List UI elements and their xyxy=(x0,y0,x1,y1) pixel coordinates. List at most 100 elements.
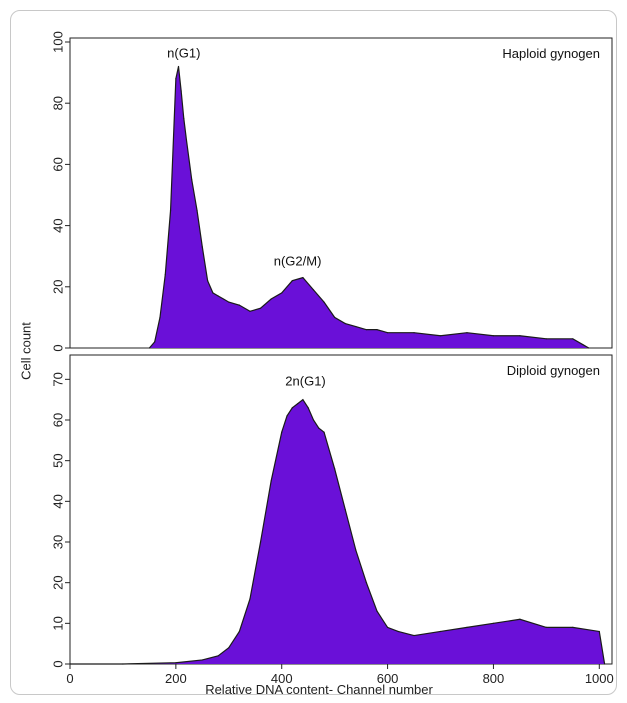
histogram-point xyxy=(259,307,262,309)
haploid-histogram-panel: 0 20 40 60 80 100 Haploid gynogen n(G1) n(G2/M) xyxy=(51,31,613,352)
y-tick-label: 0 xyxy=(51,344,66,351)
x-tick-label: 800 xyxy=(483,671,505,686)
histogram-point xyxy=(286,415,288,417)
histogram-point xyxy=(334,316,336,318)
histogram-point xyxy=(582,344,585,346)
y-tick-label: 100 xyxy=(51,31,66,53)
histogram-point xyxy=(519,618,521,620)
histogram-point xyxy=(296,403,299,405)
histogram-point xyxy=(598,630,600,633)
y-tick-label: 10 xyxy=(51,616,66,630)
histogram-point xyxy=(270,298,272,300)
histogram-point xyxy=(217,655,219,657)
y-tick-label: 80 xyxy=(51,96,66,110)
histogram-outline xyxy=(148,66,590,349)
histogram-point xyxy=(355,325,357,328)
histogram-point xyxy=(492,622,495,624)
y-tick-label: 50 xyxy=(51,453,66,467)
histogram-point xyxy=(323,301,325,303)
histogram-point xyxy=(238,630,240,633)
peak-annotation: n(G1) xyxy=(167,45,200,60)
x-tick-label: 400 xyxy=(271,671,293,686)
histogram-point xyxy=(222,298,225,300)
y-tick-label: 30 xyxy=(51,535,66,549)
y-tick-label: 60 xyxy=(51,157,66,171)
histogram-point xyxy=(228,301,230,303)
y-tick-label: 70 xyxy=(51,372,66,386)
x-axis-title: Relative DNA content- Channel number xyxy=(205,682,433,697)
histogram-point xyxy=(175,78,177,80)
histogram-point xyxy=(545,626,547,629)
histogram-point xyxy=(413,332,415,334)
histogram-point xyxy=(238,304,240,306)
peak-annotation: n(G2/M) xyxy=(274,254,322,269)
histogram-point xyxy=(355,549,357,551)
histogram-point xyxy=(312,419,315,421)
histogram-point xyxy=(259,541,262,543)
histogram-point xyxy=(201,659,203,661)
histogram-point xyxy=(344,508,346,511)
histogram-point xyxy=(603,663,606,665)
x-tick-label: 600 xyxy=(377,671,399,686)
histogram-point xyxy=(175,662,177,664)
histogram-fill xyxy=(70,399,605,664)
x-tick-label: 200 xyxy=(165,671,187,686)
histogram-point xyxy=(281,292,283,294)
histogram-point xyxy=(291,280,293,282)
histogram-point xyxy=(164,273,166,276)
histogram-point xyxy=(572,626,574,629)
histogram-point xyxy=(270,480,272,482)
histogram-point xyxy=(376,329,378,331)
histogram-point xyxy=(249,598,251,600)
histogram-point xyxy=(312,289,315,291)
histogram-point xyxy=(397,630,399,633)
x-tick-label: 1000 xyxy=(585,671,614,686)
histogram-point xyxy=(302,399,304,401)
y-tick-label: 40 xyxy=(51,218,66,232)
histogram-point xyxy=(413,634,415,637)
histogram-point xyxy=(365,329,368,331)
histogram-point xyxy=(281,431,283,433)
histogram-point xyxy=(466,332,468,334)
histogram-point xyxy=(545,338,547,340)
diploid-histogram-panel: 0 10 20 30 40 50 60 70 Diploid gynogen 2n(G1) xyxy=(51,354,613,668)
plot-frame xyxy=(69,37,613,349)
y-tick-label: 0 xyxy=(51,660,66,667)
y-axis-title: Cell count xyxy=(19,322,34,380)
histogram-point xyxy=(439,630,442,633)
histogram-point xyxy=(334,468,336,470)
histogram-point xyxy=(154,341,156,343)
histogram-point xyxy=(177,65,180,68)
histogram-point xyxy=(169,209,172,211)
panel-label: Diploid gynogen xyxy=(507,363,600,378)
histogram-point xyxy=(183,117,185,120)
histogram-point xyxy=(318,427,320,429)
histogram-point xyxy=(185,139,188,141)
histogram-point xyxy=(196,209,198,211)
histogram-point xyxy=(572,338,574,340)
histogram-point xyxy=(323,431,325,433)
histogram-point xyxy=(212,292,214,294)
histogram-point xyxy=(302,277,304,279)
y-tick-label: 20 xyxy=(51,280,66,294)
peak-annotation: 2n(G1) xyxy=(285,374,325,389)
y-tick-label: 40 xyxy=(51,494,66,508)
y-tick-label: 60 xyxy=(51,413,66,427)
histogram-point xyxy=(492,335,495,337)
histogram-point xyxy=(159,316,161,318)
histogram-point xyxy=(376,610,378,612)
histogram-point xyxy=(228,647,230,649)
histogram-point xyxy=(307,407,309,409)
x-tick-label: 0 xyxy=(66,671,73,686)
histogram-point xyxy=(291,407,293,409)
histogram-point xyxy=(180,90,182,92)
histogram-point xyxy=(148,347,150,349)
histogram-point xyxy=(439,335,442,337)
histogram-point xyxy=(122,663,124,665)
histogram-point xyxy=(207,280,209,282)
histogram-point xyxy=(217,295,219,297)
panel-label: Haploid gynogen xyxy=(502,46,600,61)
histogram-point xyxy=(249,310,251,312)
histogram-point xyxy=(588,347,590,349)
